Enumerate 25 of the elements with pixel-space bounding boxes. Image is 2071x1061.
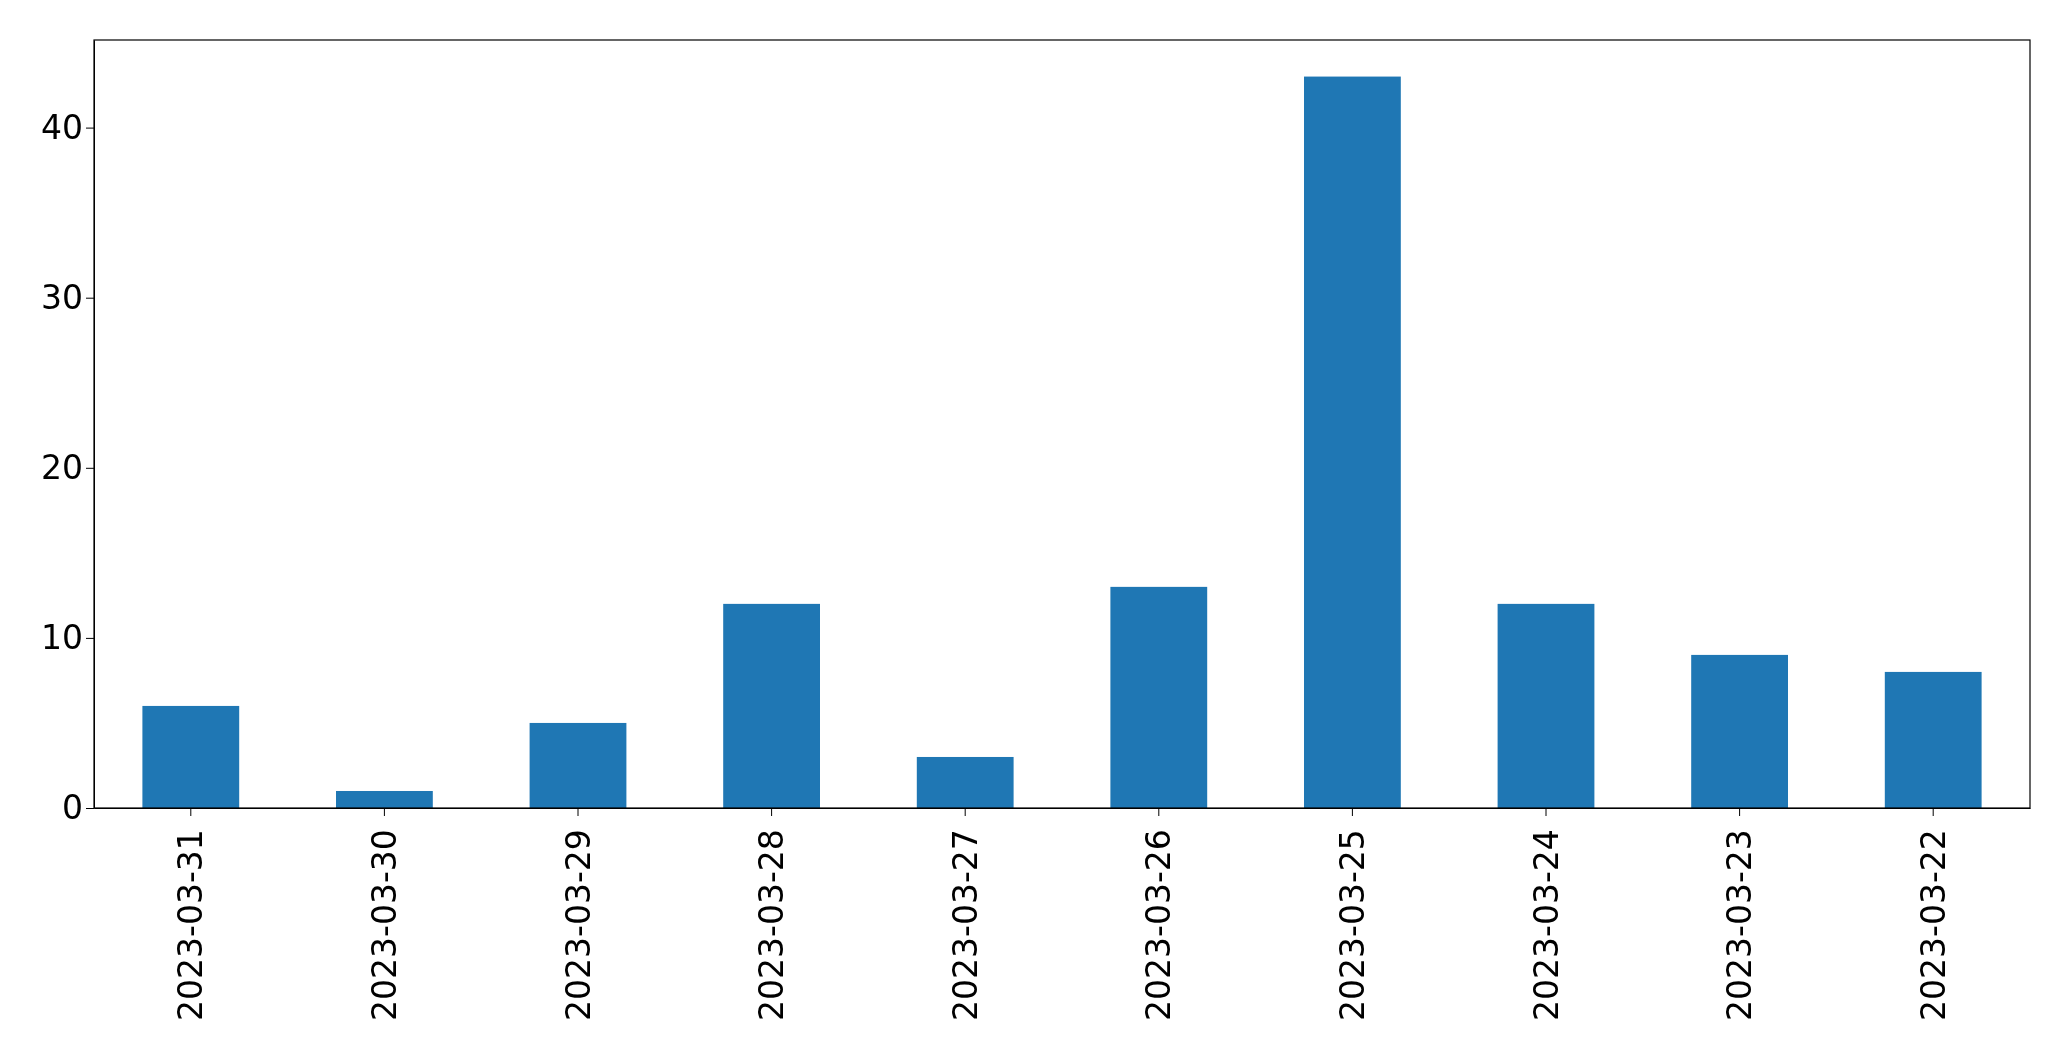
- x-tick-label: 2023-03-26: [1139, 829, 1179, 1021]
- x-tick-label: 2023-03-22: [1913, 829, 1953, 1021]
- x-tick-label: 2023-03-24: [1526, 829, 1566, 1021]
- bar: [1884, 671, 1982, 808]
- x-tick-label: 2023-03-31: [171, 829, 211, 1021]
- y-tick-label: 20: [41, 447, 83, 487]
- bar: [142, 705, 240, 808]
- y-tick-label: 0: [62, 788, 83, 828]
- y-tick-label: 30: [41, 277, 83, 317]
- bar: [1110, 586, 1208, 808]
- bar: [529, 722, 627, 808]
- bar: [1691, 654, 1788, 808]
- x-tick-label: 2023-03-30: [364, 829, 404, 1021]
- bar: [723, 603, 820, 808]
- x-tick-label: 2023-03-25: [1332, 829, 1372, 1021]
- bar: [336, 790, 433, 808]
- bar: [1304, 76, 1401, 808]
- bar: [1497, 603, 1595, 808]
- x-tick-label: 2023-03-27: [945, 829, 985, 1021]
- x-tick-label: 2023-03-29: [558, 829, 598, 1021]
- y-tick-label: 10: [41, 617, 83, 657]
- bar: [916, 756, 1014, 808]
- y-tick-label: 40: [41, 107, 83, 147]
- x-tick-label: 2023-03-28: [752, 829, 792, 1021]
- x-tick-label: 2023-03-23: [1720, 829, 1760, 1021]
